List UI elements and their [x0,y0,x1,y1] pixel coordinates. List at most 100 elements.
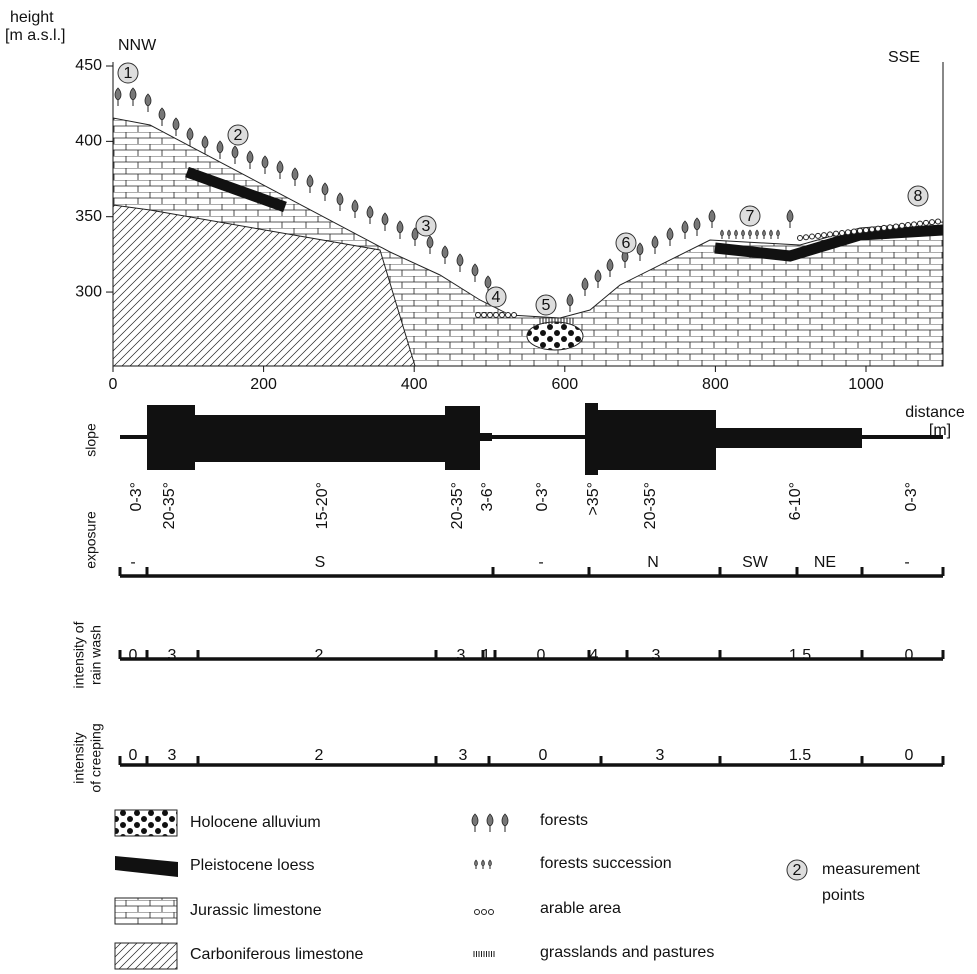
arable-symbol [489,910,494,915]
symbol [749,230,752,239]
symbol [457,254,463,272]
y-axis-label: [m a.s.l.] [5,27,65,44]
slope-bar [716,428,862,448]
symbol [763,230,766,239]
row-label: exposure [83,511,99,569]
rain-wash-value: 0 [905,647,914,664]
arable-symbol [888,225,893,230]
symbol [337,193,343,211]
symbol [442,246,448,264]
symbol [202,136,208,154]
symbol [472,264,478,282]
y-tick-label: 300 [75,283,102,300]
creeping-value: 0 [129,747,138,764]
arable-symbol [930,220,935,225]
rain-wash-value: 1 [482,647,491,664]
symbol [489,860,492,869]
row-label: rain wash [88,625,104,685]
x-tick-label: 600 [551,376,578,393]
symbol [787,210,793,228]
symbol [735,230,738,239]
rain-wash-value: 3 [168,647,177,664]
arable-symbol [512,313,517,318]
row-label: of creeping [88,723,104,792]
arable-symbol [506,313,511,318]
point-label: 2 [234,127,243,144]
legend-label: forests succession [540,855,672,872]
arable-symbol [864,228,869,233]
symbol [607,259,613,277]
symbol [482,860,485,869]
legend-label: Jurassic limestone [190,902,322,919]
exposure-value: SW [742,554,769,571]
legend-swatch [115,856,178,877]
symbol [595,270,601,288]
legend-label: points [822,887,865,904]
point-label: 6 [622,235,631,252]
legend-label: arable area [540,900,621,917]
point-label: 4 [492,289,501,306]
creeping-value: 0 [539,747,548,764]
symbol [187,128,193,146]
y-tick-label: 400 [75,133,102,150]
arable-symbol [822,233,827,238]
symbol [652,236,658,254]
exposure-value: - [904,554,909,571]
symbol [307,175,313,193]
arable-symbol [846,230,851,235]
arable-symbol [482,313,487,318]
arable-symbol [476,313,481,318]
legend-label: Carboniferous limestone [190,946,364,963]
symbol [637,243,643,261]
symbol [728,230,731,239]
symbol [487,814,493,832]
symbol [232,146,238,164]
legend-swatch [115,898,177,924]
arable-symbol [876,226,881,231]
arable-symbol [840,230,845,235]
arable-symbol [852,229,857,234]
row-label: intensity [71,732,87,783]
slope-bar [147,405,195,470]
exposure-value: - [130,554,135,571]
slope-bar [445,406,480,470]
slope-bar [585,403,598,475]
arable-symbol [894,224,899,229]
creeping-value: 1.5 [789,747,811,764]
row-label: slope [83,423,99,457]
arable-symbol [870,227,875,232]
exposure-value: NE [814,554,836,571]
arable-symbol [500,313,505,318]
arable-symbol [810,234,815,239]
creeping-value: 3 [459,747,468,764]
arable-symbol [918,221,923,226]
legend-label: grasslands and pastures [540,944,714,961]
legend-label: Pleistocene loess [190,857,315,874]
rain-wash-value: 1.5 [789,647,811,664]
symbol [756,230,759,239]
legend-label: forests [540,812,588,829]
slope-class: 0-3° [534,482,551,512]
slope-class: 0-3° [128,482,145,512]
arable-symbol [804,235,809,240]
arable-symbol [828,232,833,237]
point-label: 3 [422,218,431,235]
symbol [367,206,373,224]
slope-class: 6-10° [787,482,804,520]
row-label: intensity of [71,621,87,688]
legend-swatch [115,943,177,969]
x-tick-label: 200 [250,376,277,393]
symbol [475,860,478,869]
slope-class: 20-35° [161,482,178,529]
legend-label: measurement [822,861,920,878]
arable-symbol [482,910,487,915]
slope-class: 15-20° [314,482,331,529]
slope-class: 3-6° [479,482,496,512]
arable-symbol [858,228,863,233]
rain-wash-value: 3 [652,647,661,664]
symbol [427,236,433,254]
symbol [322,183,328,201]
legend-point-symbol: 2 [793,862,802,879]
creeping-value: 3 [168,747,177,764]
arable-symbol [936,219,941,224]
